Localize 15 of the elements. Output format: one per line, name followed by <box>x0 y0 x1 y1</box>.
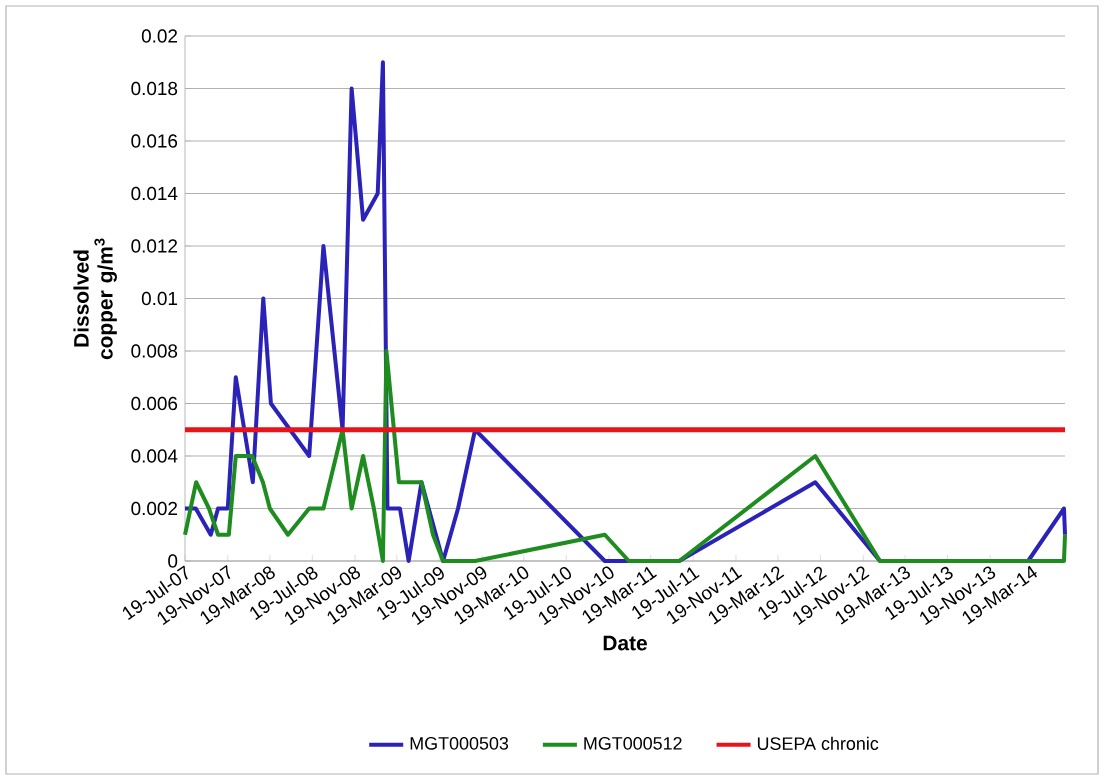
y-tick-label: 0.018 <box>131 81 178 96</box>
y-tick-label: 0.008 <box>131 344 178 358</box>
y-tick-label: 0.002 <box>131 501 178 516</box>
y-tick-label: 0.004 <box>131 449 178 463</box>
x-axis-title: Date <box>603 635 647 651</box>
y-tick-label: 0.02 <box>141 29 178 43</box>
legend-label: MGT000512 <box>584 736 682 750</box>
y-tick-label: 0.014 <box>131 186 178 201</box>
y-tick-label: 0.006 <box>131 396 178 411</box>
y-axis-title: Dissolved copper g/m$^{3}$ <box>73 238 117 360</box>
legend-label: MGT000503 <box>410 736 509 750</box>
y-tick-label: 0.016 <box>131 134 178 148</box>
y-tick-label: 0.012 <box>131 239 178 253</box>
legend-label: USEPA chronic <box>757 736 879 750</box>
y-tick-label: 0.01 <box>141 291 178 306</box>
